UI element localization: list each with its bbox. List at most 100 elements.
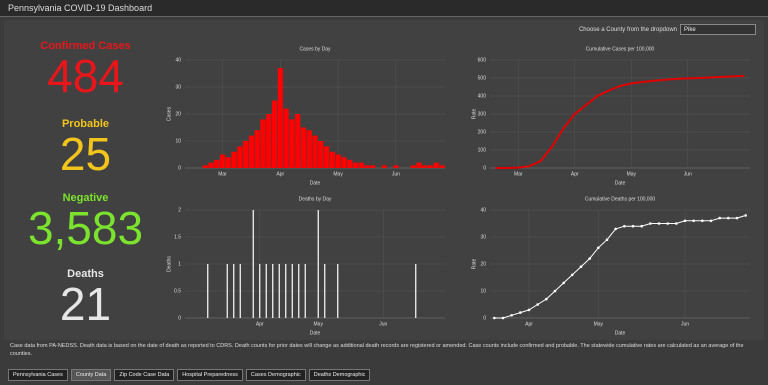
bar <box>337 264 339 318</box>
y-tick-label: 600 <box>478 57 487 63</box>
bar <box>239 264 241 318</box>
bar <box>231 151 237 168</box>
marker <box>597 246 600 250</box>
y-tick-label: 10 <box>175 138 181 144</box>
bar <box>352 162 359 168</box>
panel <box>4 20 764 340</box>
bar <box>416 162 422 168</box>
bar <box>433 162 439 168</box>
marker <box>553 289 557 293</box>
bar <box>214 159 220 168</box>
stat-label: Deaths <box>67 268 104 280</box>
chart-title: Deaths by Day <box>299 196 332 202</box>
tab[interactable]: Cases Demographic <box>245 369 306 381</box>
y-tick-label: 0.5 <box>174 288 181 294</box>
marker <box>571 273 574 277</box>
stat-label: Confirmed Cases <box>40 40 131 52</box>
bar <box>285 264 287 318</box>
marker <box>640 224 643 228</box>
marker <box>562 281 565 285</box>
bar <box>335 154 341 168</box>
marker <box>527 308 531 312</box>
x-axis-label: Date <box>615 180 626 186</box>
y-tick-label: 0 <box>483 315 486 321</box>
y-tick-label: 20 <box>480 261 486 267</box>
y-tick-label: 10 <box>480 288 486 294</box>
tabs: Pennsylvania Cases County Data Zip Code Ca… <box>8 369 371 381</box>
bar <box>265 264 267 318</box>
y-axis-label: Rate <box>471 259 477 270</box>
marker <box>692 219 695 223</box>
stat-label: Probable <box>61 118 110 130</box>
tab[interactable]: Hospital Preparedness <box>177 369 243 381</box>
select-box[interactable]: Pike <box>680 24 756 35</box>
marker <box>727 216 730 220</box>
bar <box>219 154 226 168</box>
bar <box>295 114 301 168</box>
marker <box>735 216 739 220</box>
bar <box>347 159 353 168</box>
line <box>494 214 746 319</box>
bar <box>277 68 283 168</box>
marker <box>501 316 505 320</box>
bar <box>393 165 399 168</box>
marker <box>536 303 539 306</box>
y-tick-label: 30 <box>480 234 486 240</box>
bar <box>208 162 214 168</box>
x-tick-label: May <box>594 321 604 327</box>
marker <box>709 219 713 223</box>
bar <box>225 157 231 168</box>
marker <box>666 222 669 225</box>
bar <box>202 165 208 168</box>
marker <box>588 257 591 260</box>
y-tick-label: 400 <box>478 93 487 99</box>
bar <box>252 210 254 318</box>
y-tick-label: 0 <box>178 315 181 321</box>
x-tick-label: May <box>314 321 324 327</box>
x-tick-label: Apr <box>525 321 533 327</box>
line <box>495 74 745 169</box>
marker <box>683 219 687 223</box>
tab[interactable]: Deaths Demographic <box>308 369 371 381</box>
x-tick-label: Mar <box>218 171 227 177</box>
marker <box>623 224 626 228</box>
x-tick-label: Apr <box>276 171 284 177</box>
y-tick-label: 40 <box>480 207 486 213</box>
bar <box>259 264 261 318</box>
header-title: Pennsylvania COVID-19 Dashboard <box>0 0 768 17</box>
x-tick-label: Apr <box>571 171 579 177</box>
bar <box>278 264 280 318</box>
stat: Negative 3,583 <box>8 192 163 252</box>
marker <box>744 214 747 217</box>
bar <box>291 264 293 318</box>
y-tick-label: 100 <box>478 147 487 153</box>
bar <box>427 165 434 168</box>
marker <box>649 222 652 225</box>
bar <box>341 157 347 168</box>
y-tick-label: 40 <box>175 57 181 63</box>
bar <box>415 264 417 318</box>
x-tick-label: May <box>333 171 343 177</box>
bar <box>254 130 260 168</box>
bar <box>226 264 228 318</box>
marker <box>605 238 609 241</box>
y-tick-label: 1 <box>178 261 181 267</box>
bar <box>370 165 376 168</box>
tab[interactable]: Pennsylvania Cases <box>8 369 68 381</box>
chart-title: Cases by Day <box>299 46 331 52</box>
bar <box>233 264 235 318</box>
marker <box>493 316 496 320</box>
tab[interactable]: County Data <box>70 369 112 381</box>
x-tick-label: Jun <box>379 321 387 327</box>
x-tick-label: Mar <box>514 171 523 177</box>
y-tick-label: 0 <box>178 165 181 171</box>
tab[interactable]: Zip Code Case Data <box>114 369 175 381</box>
bar <box>304 264 306 318</box>
stat: Confirmed Cases 484 <box>8 40 163 100</box>
marker <box>675 222 678 225</box>
y-tick-label: 500 <box>478 75 487 81</box>
bar <box>283 108 289 168</box>
bar <box>318 141 324 168</box>
county-select: Choose a County from the dropdown Pike <box>579 24 756 35</box>
